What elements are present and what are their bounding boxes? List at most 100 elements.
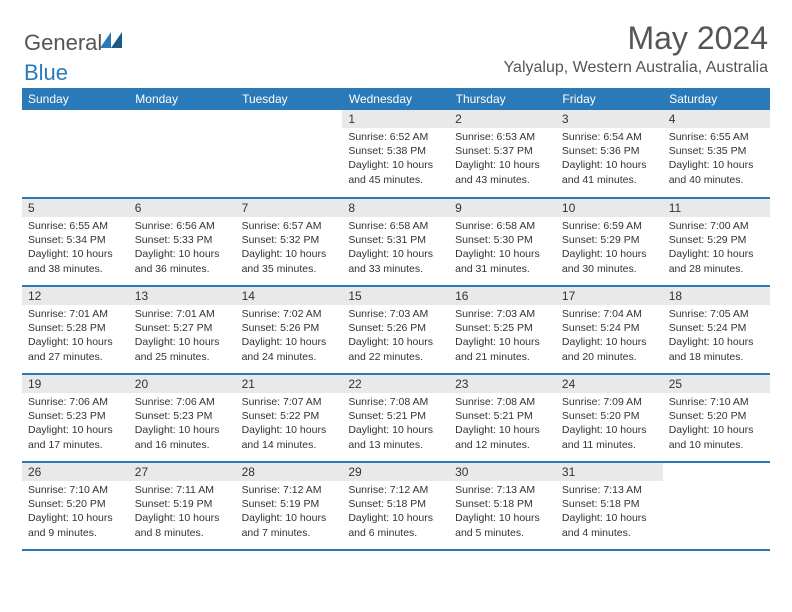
calendar-cell: 31Sunrise: 7:13 AMSunset: 5:18 PMDayligh…: [556, 462, 663, 550]
day-number: 1: [342, 110, 449, 128]
calendar-cell: 12Sunrise: 7:01 AMSunset: 5:28 PMDayligh…: [22, 286, 129, 374]
day-number: 13: [129, 287, 236, 305]
day-number: 9: [449, 199, 556, 217]
calendar-body: 1Sunrise: 6:52 AMSunset: 5:38 PMDaylight…: [22, 110, 770, 550]
day-number: 2: [449, 110, 556, 128]
calendar-row: 5Sunrise: 6:55 AMSunset: 5:34 PMDaylight…: [22, 198, 770, 286]
calendar-cell: 17Sunrise: 7:04 AMSunset: 5:24 PMDayligh…: [556, 286, 663, 374]
day-number: 31: [556, 463, 663, 481]
day-number: 10: [556, 199, 663, 217]
day-content: Sunrise: 6:55 AMSunset: 5:34 PMDaylight:…: [22, 217, 129, 280]
day-content: Sunrise: 6:54 AMSunset: 5:36 PMDaylight:…: [556, 128, 663, 191]
day-header: Friday: [556, 88, 663, 110]
day-content: Sunrise: 7:08 AMSunset: 5:21 PMDaylight:…: [449, 393, 556, 456]
day-content: Sunrise: 7:02 AMSunset: 5:26 PMDaylight:…: [236, 305, 343, 368]
day-number: 7: [236, 199, 343, 217]
calendar-row: 19Sunrise: 7:06 AMSunset: 5:23 PMDayligh…: [22, 374, 770, 462]
calendar-cell: [22, 110, 129, 198]
calendar-cell: 10Sunrise: 6:59 AMSunset: 5:29 PMDayligh…: [556, 198, 663, 286]
day-content: Sunrise: 7:11 AMSunset: 5:19 PMDaylight:…: [129, 481, 236, 544]
calendar-cell: 3Sunrise: 6:54 AMSunset: 5:36 PMDaylight…: [556, 110, 663, 198]
day-number: 3: [556, 110, 663, 128]
day-content: Sunrise: 6:52 AMSunset: 5:38 PMDaylight:…: [342, 128, 449, 191]
brand-part1: General: [24, 30, 102, 55]
day-content: Sunrise: 7:05 AMSunset: 5:24 PMDaylight:…: [663, 305, 770, 368]
day-number: 26: [22, 463, 129, 481]
day-header: Thursday: [449, 88, 556, 110]
calendar-cell: 25Sunrise: 7:10 AMSunset: 5:20 PMDayligh…: [663, 374, 770, 462]
day-content: Sunrise: 6:53 AMSunset: 5:37 PMDaylight:…: [449, 128, 556, 191]
day-content: Sunrise: 7:13 AMSunset: 5:18 PMDaylight:…: [556, 481, 663, 544]
day-content: Sunrise: 7:09 AMSunset: 5:20 PMDaylight:…: [556, 393, 663, 456]
day-number: 20: [129, 375, 236, 393]
day-content: Sunrise: 7:06 AMSunset: 5:23 PMDaylight:…: [22, 393, 129, 456]
day-content: Sunrise: 7:10 AMSunset: 5:20 PMDaylight:…: [22, 481, 129, 544]
day-content: Sunrise: 6:59 AMSunset: 5:29 PMDaylight:…: [556, 217, 663, 280]
calendar-row: 1Sunrise: 6:52 AMSunset: 5:38 PMDaylight…: [22, 110, 770, 198]
day-number: 12: [22, 287, 129, 305]
calendar-cell: 13Sunrise: 7:01 AMSunset: 5:27 PMDayligh…: [129, 286, 236, 374]
calendar-cell: 14Sunrise: 7:02 AMSunset: 5:26 PMDayligh…: [236, 286, 343, 374]
brand-mark-icon: [100, 28, 122, 54]
header-right: May 2024 Yalyalup, Western Australia, Au…: [504, 20, 768, 77]
day-number: 6: [129, 199, 236, 217]
day-number: 24: [556, 375, 663, 393]
calendar-cell: 9Sunrise: 6:58 AMSunset: 5:30 PMDaylight…: [449, 198, 556, 286]
day-number: 5: [22, 199, 129, 217]
calendar-cell: [129, 110, 236, 198]
day-number: 25: [663, 375, 770, 393]
day-content: Sunrise: 6:58 AMSunset: 5:30 PMDaylight:…: [449, 217, 556, 280]
calendar-cell: 8Sunrise: 6:58 AMSunset: 5:31 PMDaylight…: [342, 198, 449, 286]
day-number: 15: [342, 287, 449, 305]
day-number: 22: [342, 375, 449, 393]
day-number: 30: [449, 463, 556, 481]
day-header-row: SundayMondayTuesdayWednesdayThursdayFrid…: [22, 88, 770, 110]
calendar-cell: [236, 110, 343, 198]
day-number: 18: [663, 287, 770, 305]
calendar-cell: 4Sunrise: 6:55 AMSunset: 5:35 PMDaylight…: [663, 110, 770, 198]
day-content: Sunrise: 7:03 AMSunset: 5:25 PMDaylight:…: [449, 305, 556, 368]
brand-part2: Blue: [24, 60, 68, 85]
day-content: Sunrise: 7:12 AMSunset: 5:19 PMDaylight:…: [236, 481, 343, 544]
day-number: 23: [449, 375, 556, 393]
day-content: Sunrise: 7:01 AMSunset: 5:28 PMDaylight:…: [22, 305, 129, 368]
calendar-cell: 21Sunrise: 7:07 AMSunset: 5:22 PMDayligh…: [236, 374, 343, 462]
day-number: 14: [236, 287, 343, 305]
calendar-cell: 18Sunrise: 7:05 AMSunset: 5:24 PMDayligh…: [663, 286, 770, 374]
day-number: 17: [556, 287, 663, 305]
day-number: 4: [663, 110, 770, 128]
calendar-cell: 23Sunrise: 7:08 AMSunset: 5:21 PMDayligh…: [449, 374, 556, 462]
calendar-head: SundayMondayTuesdayWednesdayThursdayFrid…: [22, 88, 770, 110]
day-number: 11: [663, 199, 770, 217]
calendar-cell: 16Sunrise: 7:03 AMSunset: 5:25 PMDayligh…: [449, 286, 556, 374]
location-text: Yalyalup, Western Australia, Australia: [504, 59, 768, 77]
day-content: Sunrise: 6:56 AMSunset: 5:33 PMDaylight:…: [129, 217, 236, 280]
calendar-cell: 28Sunrise: 7:12 AMSunset: 5:19 PMDayligh…: [236, 462, 343, 550]
day-content: Sunrise: 7:01 AMSunset: 5:27 PMDaylight:…: [129, 305, 236, 368]
calendar-cell: 2Sunrise: 6:53 AMSunset: 5:37 PMDaylight…: [449, 110, 556, 198]
day-content: Sunrise: 7:04 AMSunset: 5:24 PMDaylight:…: [556, 305, 663, 368]
calendar-cell: 1Sunrise: 6:52 AMSunset: 5:38 PMDaylight…: [342, 110, 449, 198]
calendar-cell: 27Sunrise: 7:11 AMSunset: 5:19 PMDayligh…: [129, 462, 236, 550]
day-content: Sunrise: 7:07 AMSunset: 5:22 PMDaylight:…: [236, 393, 343, 456]
day-header: Monday: [129, 88, 236, 110]
day-content: Sunrise: 6:58 AMSunset: 5:31 PMDaylight:…: [342, 217, 449, 280]
day-number: 8: [342, 199, 449, 217]
calendar-cell: 22Sunrise: 7:08 AMSunset: 5:21 PMDayligh…: [342, 374, 449, 462]
day-number: 16: [449, 287, 556, 305]
calendar-row: 12Sunrise: 7:01 AMSunset: 5:28 PMDayligh…: [22, 286, 770, 374]
day-content: Sunrise: 7:13 AMSunset: 5:18 PMDaylight:…: [449, 481, 556, 544]
day-number: 28: [236, 463, 343, 481]
day-content: Sunrise: 7:06 AMSunset: 5:23 PMDaylight:…: [129, 393, 236, 456]
brand-logo: General Blue: [24, 28, 122, 86]
day-content: Sunrise: 7:08 AMSunset: 5:21 PMDaylight:…: [342, 393, 449, 456]
calendar-cell: [663, 462, 770, 550]
calendar-cell: 24Sunrise: 7:09 AMSunset: 5:20 PMDayligh…: [556, 374, 663, 462]
day-number: 27: [129, 463, 236, 481]
day-content: Sunrise: 6:57 AMSunset: 5:32 PMDaylight:…: [236, 217, 343, 280]
calendar-cell: 7Sunrise: 6:57 AMSunset: 5:32 PMDaylight…: [236, 198, 343, 286]
day-content: Sunrise: 7:03 AMSunset: 5:26 PMDaylight:…: [342, 305, 449, 368]
day-header: Sunday: [22, 88, 129, 110]
day-content: Sunrise: 7:12 AMSunset: 5:18 PMDaylight:…: [342, 481, 449, 544]
calendar-cell: 6Sunrise: 6:56 AMSunset: 5:33 PMDaylight…: [129, 198, 236, 286]
